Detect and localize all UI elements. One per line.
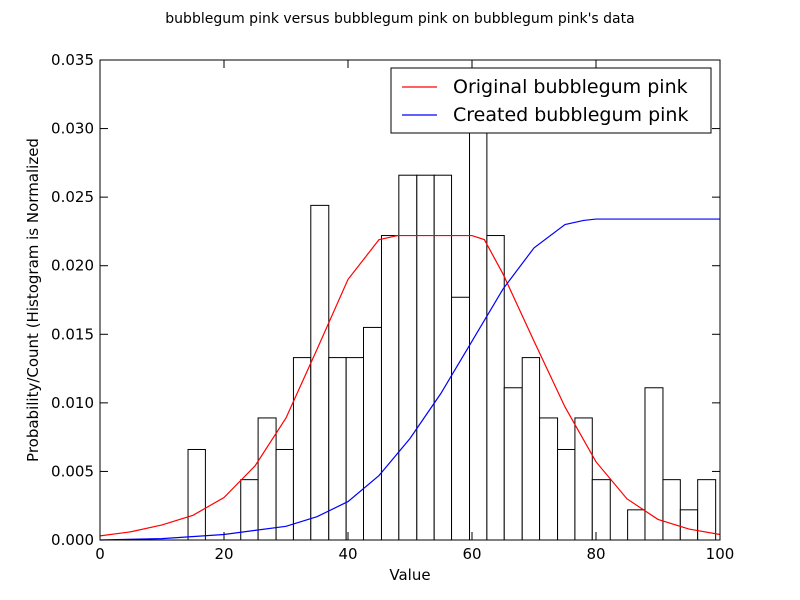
legend-label-created: Created bubblegum pink: [453, 104, 688, 126]
x-tick-label: 60: [462, 545, 481, 563]
histogram-bar: [521, 357, 541, 541]
y-tick-label: 0.010: [51, 394, 94, 412]
y-tick-label: 0.020: [51, 257, 94, 275]
histogram-bar: [257, 417, 277, 541]
histogram-bar: [574, 417, 593, 541]
legend: Original bubblegum pink Created bubblegu…: [390, 67, 712, 134]
histogram-bar: [662, 479, 681, 541]
histogram-bar: [539, 417, 559, 541]
x-tick-label: 100: [706, 545, 735, 563]
histogram-bar: [416, 174, 435, 541]
histogram-bar: [591, 479, 611, 541]
histogram-bar: [469, 114, 488, 541]
histogram-bar: [433, 174, 453, 541]
histogram-bar: [345, 357, 365, 541]
legend-label-original: Original bubblegum pink: [453, 76, 688, 98]
x-tick-label: 0: [95, 545, 105, 563]
y-tick-label: 0.015: [51, 325, 94, 343]
x-tick-label: 20: [214, 545, 233, 563]
y-axis-ticks: 0.000 0.005 0.010 0.015 0.020 0.025 0.030 0.035: [51, 51, 720, 549]
x-tick-label: 40: [338, 545, 357, 563]
y-tick-label: 0.005: [51, 462, 94, 480]
y-axis-label: Probability/Count (Histogram is Normaliz…: [24, 138, 42, 462]
series-lines: [99, 218, 721, 541]
y-tick-label: 0.035: [51, 51, 94, 69]
x-axis-ticks: 0 20 40 60 80 100: [95, 60, 734, 563]
histogram-bar: [679, 509, 699, 541]
histogram-bar: [328, 357, 347, 541]
histogram-bar: [398, 174, 418, 541]
histogram-bar: [187, 448, 206, 541]
x-axis-label: Value: [389, 566, 430, 584]
plot-frame: [99, 59, 721, 541]
legend-box: [390, 67, 712, 134]
series-line-1: [99, 218, 720, 541]
histogram-bar: [486, 235, 505, 541]
histogram-bar: [503, 387, 523, 541]
histogram-bar: [557, 448, 576, 541]
histogram-bar: [292, 357, 312, 541]
y-tick-label: 0.025: [51, 188, 94, 206]
x-tick-label: 80: [586, 545, 605, 563]
histogram-bar: [627, 509, 646, 541]
y-tick-label: 0.000: [51, 531, 94, 549]
histogram-bar: [380, 235, 400, 541]
chart-title: bubblegum pink versus bubblegum pink on …: [165, 11, 634, 27]
histogram-bars: [187, 114, 717, 541]
series-line-0: [99, 234, 721, 537]
histogram-bar: [451, 296, 471, 541]
histogram-bar: [310, 204, 330, 541]
histogram-bar: [363, 326, 382, 541]
y-tick-label: 0.030: [51, 120, 94, 138]
